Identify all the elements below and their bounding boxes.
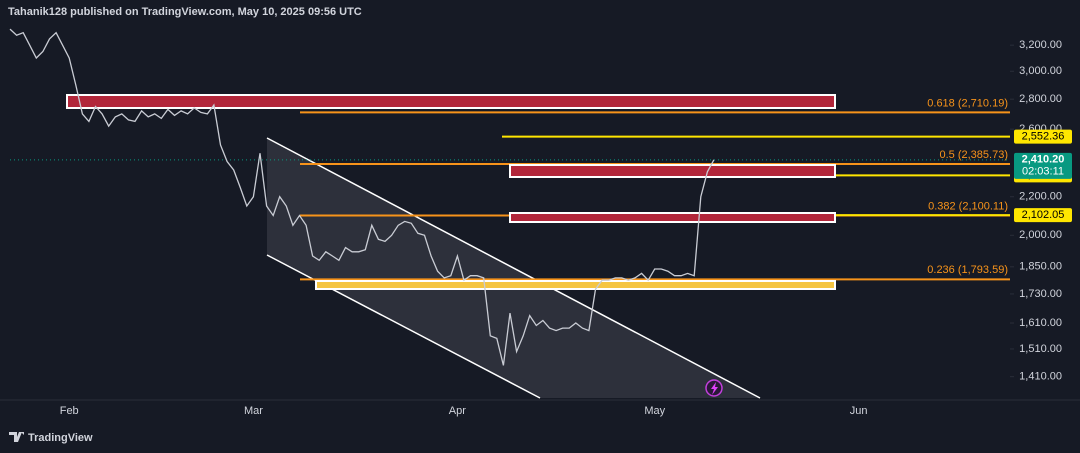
fib-label: 0.236 (1,793.59) (927, 264, 1008, 276)
footer-bar (0, 424, 1080, 453)
zone (509, 164, 836, 178)
y-tick-label: 2,200.00 (1019, 191, 1062, 203)
y-tick-label: 1,510.00 (1019, 343, 1062, 355)
y-tick-label: 1,410.00 (1019, 371, 1062, 383)
y-tick-label: 2,000.00 (1019, 229, 1062, 241)
y-tick-label: 1,730.00 (1019, 288, 1062, 300)
header: Tahanik128 published on TradingView.com,… (8, 6, 362, 18)
x-tick-label: Mar (244, 405, 263, 417)
fib-label: 0.618 (2,710.19) (927, 97, 1008, 109)
y-tick-label: 1,610.00 (1019, 317, 1062, 329)
y-axis-bg (1010, 0, 1080, 400)
x-tick-label: Feb (60, 405, 79, 417)
channel-upper (266, 137, 761, 399)
footer-brand: TradingView (28, 432, 93, 444)
x-tick-label: Jun (850, 405, 868, 417)
countdown: 02:03:11 (1022, 166, 1064, 178)
y-tick-label: 3,000.00 (1019, 65, 1062, 77)
zone (66, 94, 836, 109)
fib-label: 0.5 (2,385.73) (940, 149, 1009, 161)
fib-label: 0.382 (2,100.11) (928, 200, 1008, 212)
price-tag-bg (1014, 129, 1072, 144)
zone (509, 212, 836, 223)
price-tag-bg (1014, 208, 1072, 223)
y-tick-label: 1,850.00 (1019, 261, 1062, 273)
price-tag: 2,102.05 (1022, 209, 1065, 221)
current-price: 2,410.20 (1022, 154, 1065, 166)
header-bar (0, 0, 1080, 22)
price-tag: 2,552.36 (1022, 131, 1065, 143)
price-line (9, 28, 715, 366)
y-tick-label: 2,800.00 (1019, 93, 1062, 105)
x-tick-label: May (644, 405, 665, 417)
zone (315, 280, 836, 290)
current-price-bg (1014, 152, 1072, 179)
logo (9, 432, 24, 442)
x-tick-label: Apr (449, 405, 466, 417)
alert-bolt (711, 382, 718, 395)
y-tick-label: 3,200.00 (1019, 39, 1062, 51)
